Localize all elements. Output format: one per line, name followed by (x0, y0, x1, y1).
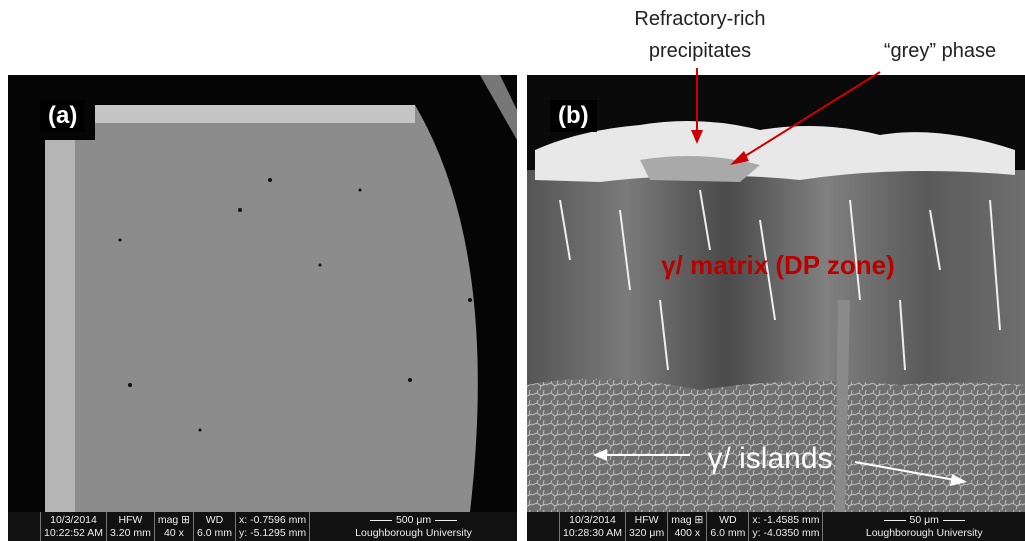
detector-icon (8, 512, 40, 541)
info-text: y: -5.1295 mm (239, 527, 306, 540)
annotation: γ/ matrix (DP zone) (661, 250, 895, 280)
info-text: 10/3/2014 (563, 514, 622, 527)
info-text: 40 x (158, 527, 190, 540)
info-text: WD (710, 514, 745, 527)
scale-text: 500 μm (396, 514, 431, 527)
panel-label: (a) (40, 100, 85, 132)
info-text: 10:22:52 AM (44, 527, 103, 540)
annotation: Refractory-rich (634, 8, 765, 30)
info-text: WD (197, 514, 232, 527)
annotation: γ/ islands (707, 442, 832, 475)
info-text: 3.20 mm (110, 527, 151, 540)
info-text: 10/3/2014 (44, 514, 103, 527)
info-text: HFW (629, 514, 664, 527)
info-text: Loughborough University (313, 527, 514, 540)
info-text: mag ⊞ (158, 514, 190, 527)
scale-line (943, 520, 965, 521)
info-text: 400 x (671, 527, 703, 540)
info-text: 10:28:30 AM (563, 527, 622, 540)
annotation: precipitates (649, 40, 751, 62)
info-text: mag ⊞ (671, 514, 703, 527)
info-text: 320 μm (629, 527, 664, 540)
info-text: HFW (110, 514, 151, 527)
scale-text: 50 μm (910, 514, 939, 527)
info-cell: mag ⊞400 x (667, 512, 706, 541)
figure-graphics: Refractory-rich precipitates “grey” phas… (0, 0, 1025, 541)
scale-bar: 50 μm (826, 514, 1022, 527)
info-cell: mag ⊞40 x (154, 512, 193, 541)
info-text: 6.0 mm (197, 527, 232, 540)
annotation: “grey” phase (884, 40, 996, 62)
detector-icon (527, 512, 559, 541)
info-text: x: -0.7596 mm (239, 514, 306, 527)
info-text: Loughborough University (826, 527, 1022, 540)
scale-bar: 500 μm (313, 514, 514, 527)
panel-label: (b) (550, 100, 597, 132)
scale-line (884, 520, 906, 521)
scale-line (435, 520, 457, 521)
figure: Refractory-rich precipitates “grey” phas… (0, 0, 1025, 541)
info-text: y: -4.0350 mm (752, 527, 819, 540)
micrograph-a (8, 75, 517, 512)
scale-line (370, 520, 392, 521)
info-text: 6.0 mm (710, 527, 745, 540)
info-text: x: -1.4585 mm (752, 514, 819, 527)
